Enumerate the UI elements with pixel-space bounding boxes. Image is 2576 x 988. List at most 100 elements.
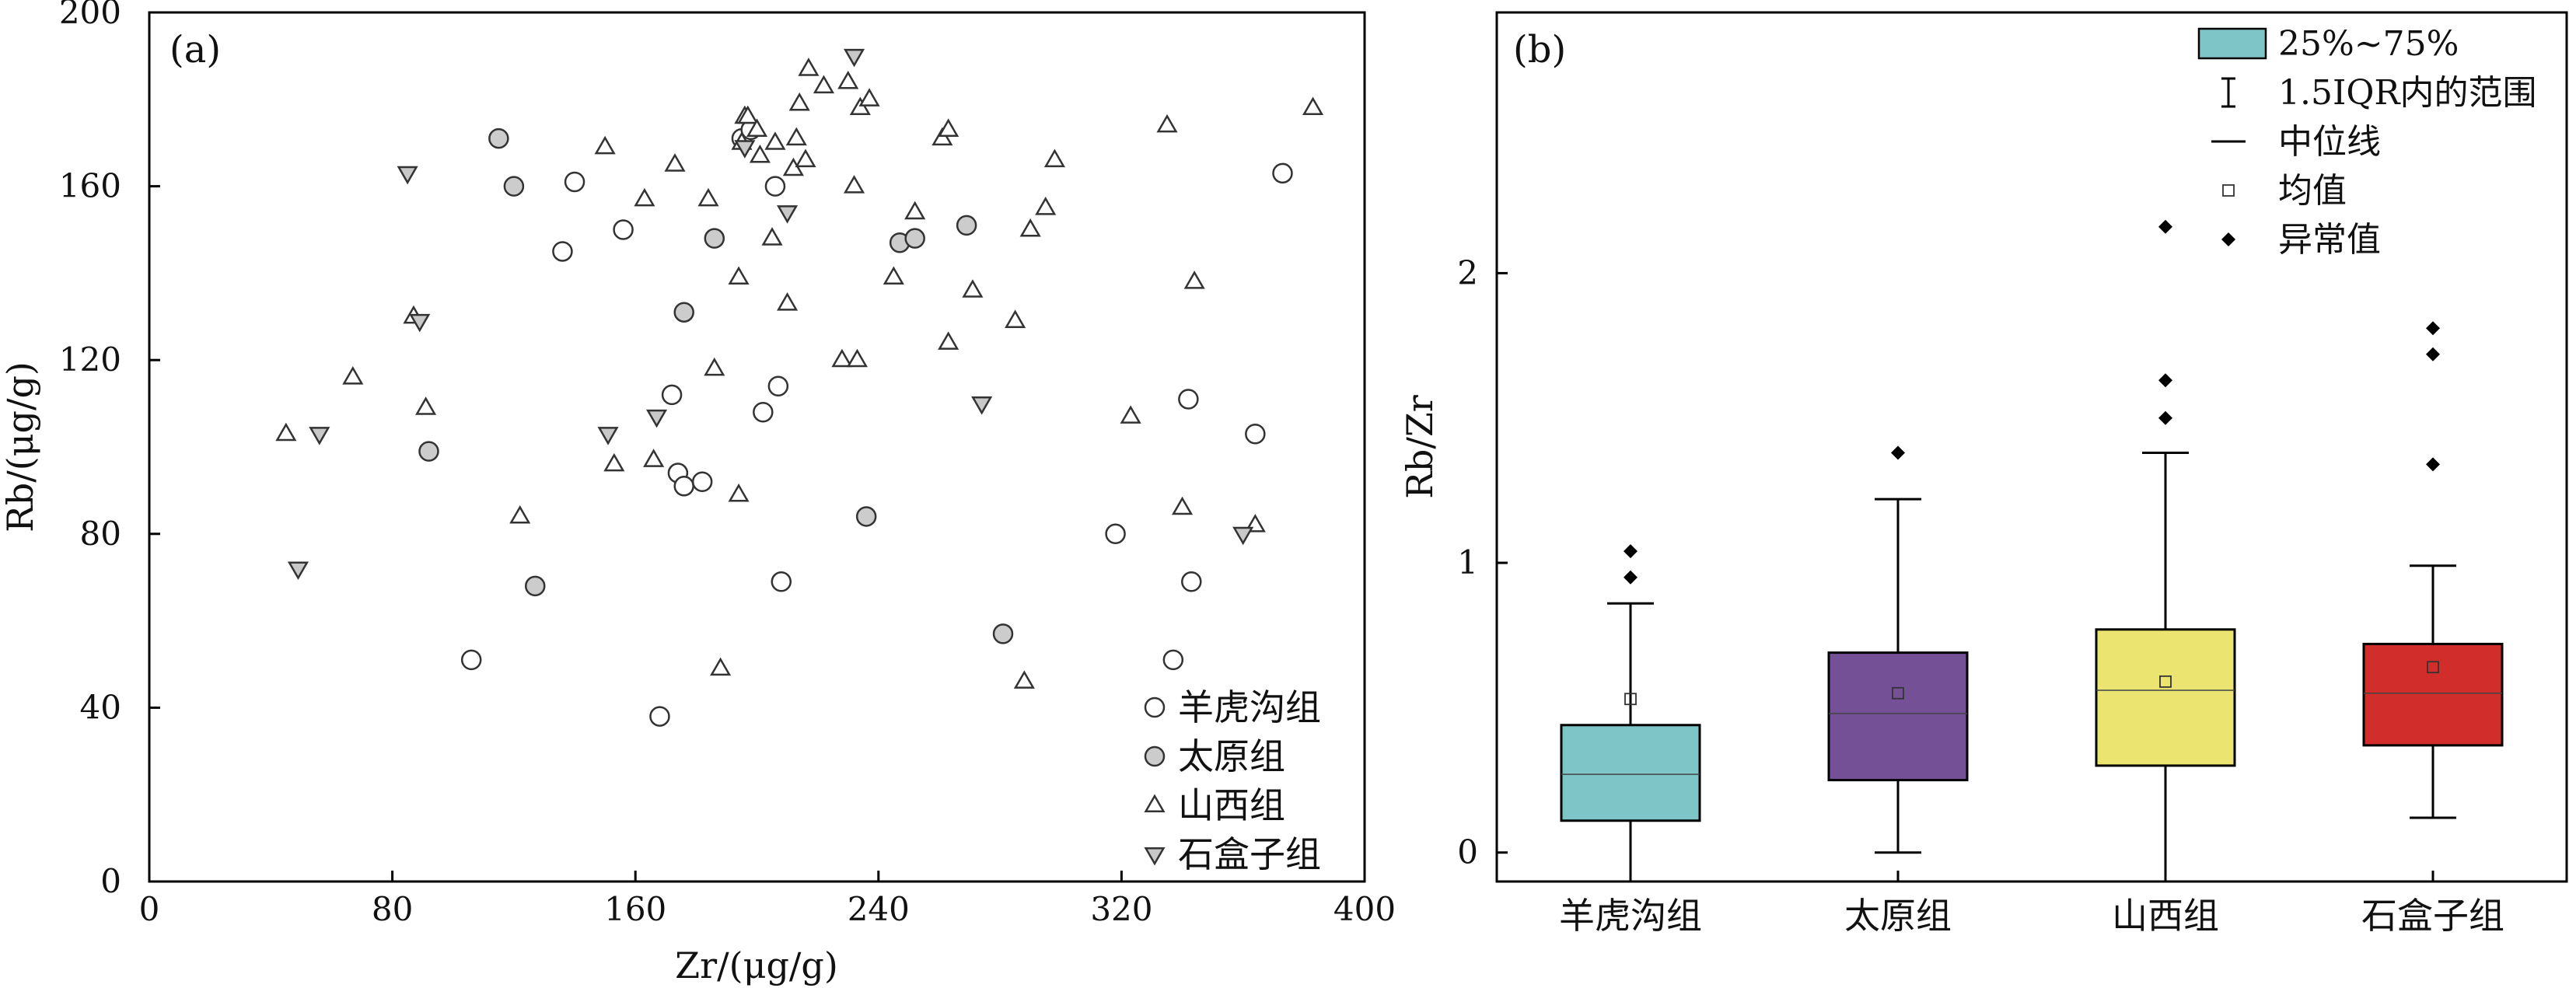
data-point — [1232, 526, 1254, 546]
x-tick-label-b: 山西组 — [2112, 895, 2219, 937]
data-point — [710, 657, 732, 676]
data-point — [938, 118, 959, 137]
data-point — [397, 166, 418, 185]
data-point — [409, 313, 431, 333]
outlier-marker — [2426, 347, 2440, 361]
data-point — [795, 148, 816, 168]
legend-marker-a — [1144, 847, 1166, 866]
x-tick-label-a: 80 — [372, 890, 413, 928]
legend-marker-a — [1144, 745, 1166, 767]
data-point — [287, 561, 309, 581]
data-point — [488, 127, 509, 149]
mean-marker — [2159, 675, 2172, 688]
x-tick-label-a: 400 — [1333, 890, 1396, 928]
legend-label-a: 石盒子组 — [1178, 833, 1321, 875]
data-point — [552, 241, 573, 262]
data-point — [992, 623, 1014, 644]
data-point — [634, 187, 655, 207]
data-point — [1105, 523, 1126, 545]
data-point — [1272, 162, 1293, 184]
data-point — [418, 441, 439, 462]
data-point — [1162, 649, 1184, 671]
data-point — [931, 127, 953, 146]
box — [2362, 642, 2504, 747]
data-point — [1043, 148, 1065, 168]
y-tick-label-b: 2 — [1457, 253, 1478, 292]
data-point — [904, 201, 926, 220]
data-point — [1156, 113, 1178, 133]
y-tick-label-b: 0 — [1457, 833, 1478, 871]
data-point — [843, 48, 865, 68]
data-point — [831, 348, 853, 368]
data-point — [564, 171, 585, 193]
data-point — [1178, 389, 1199, 410]
data-point — [1302, 96, 1324, 116]
data-point — [275, 422, 297, 442]
outlier-marker — [1624, 570, 1638, 585]
data-point — [691, 471, 713, 492]
data-point — [855, 506, 877, 527]
data-point — [749, 144, 771, 163]
data-point — [704, 228, 725, 249]
outlier-marker — [2426, 321, 2440, 336]
x-tick-label-b: 羊虎沟组 — [1559, 895, 1702, 937]
data-point — [883, 266, 904, 285]
data-point — [782, 157, 804, 176]
data-point — [1181, 571, 1202, 592]
y-axis-label-b: Rb/Zr — [1399, 395, 1441, 499]
data-point — [764, 176, 786, 197]
axis-ticks-b: 0 1 2 羊虎沟组 太原组 山西组 石盒子组 — [1457, 253, 2504, 937]
legend-outlier-symbol — [2221, 232, 2235, 246]
data-point — [509, 504, 531, 524]
outlier-marker — [2158, 410, 2172, 425]
data-point — [777, 205, 799, 224]
data-point — [728, 266, 750, 285]
legend-label-b: 1.5IQR内的范围 — [2278, 73, 2537, 113]
mean-marker — [1624, 693, 1637, 706]
data-point — [843, 175, 865, 194]
x-tick-label-a: 240 — [848, 890, 910, 928]
panel-label-a: (a) — [170, 28, 221, 72]
legend-label-a: 太原组 — [1178, 735, 1285, 777]
data-point — [1005, 309, 1026, 328]
outlier-marker — [2158, 219, 2172, 234]
y-tick-label-a: 0 — [100, 862, 121, 900]
data-point — [837, 70, 859, 89]
y-tick-label-b: 1 — [1457, 543, 1478, 581]
data-point — [503, 176, 525, 197]
data-point — [956, 215, 977, 236]
data-point — [643, 449, 665, 467]
box — [2095, 628, 2236, 767]
data-point — [904, 228, 925, 249]
box — [1560, 724, 1701, 822]
y-axis-label-a: Rb/(μg/g) — [0, 361, 41, 532]
y-tick-label-a: 200 — [59, 0, 121, 31]
legend-label-b: 中位线 — [2278, 122, 2381, 162]
outlier-marker — [2158, 373, 2172, 388]
outlier-marker — [2426, 457, 2440, 472]
legend-mean-symbol — [2222, 184, 2235, 197]
x-tick-label-b: 石盒子组 — [2361, 895, 2504, 937]
data-point — [728, 483, 750, 502]
data-point — [971, 396, 993, 415]
legend-label-a: 山西组 — [1178, 784, 1285, 826]
y-tick-label-a: 160 — [59, 167, 121, 205]
legend-marker-a — [1144, 696, 1166, 718]
data-point — [603, 452, 625, 472]
data-point — [649, 706, 670, 727]
data-point — [1120, 405, 1141, 424]
data-point — [753, 402, 774, 423]
data-point — [1035, 197, 1057, 215]
mean-marker — [2427, 661, 2439, 674]
data-point — [415, 396, 437, 415]
data-point — [846, 348, 869, 368]
data-point — [664, 153, 686, 172]
legend-box-swatch — [2197, 27, 2267, 60]
data-point — [613, 219, 634, 240]
data-point — [767, 375, 789, 396]
data-point — [1171, 496, 1194, 515]
data-point — [1183, 271, 1205, 289]
data-point — [673, 476, 694, 497]
data-point — [704, 357, 725, 376]
